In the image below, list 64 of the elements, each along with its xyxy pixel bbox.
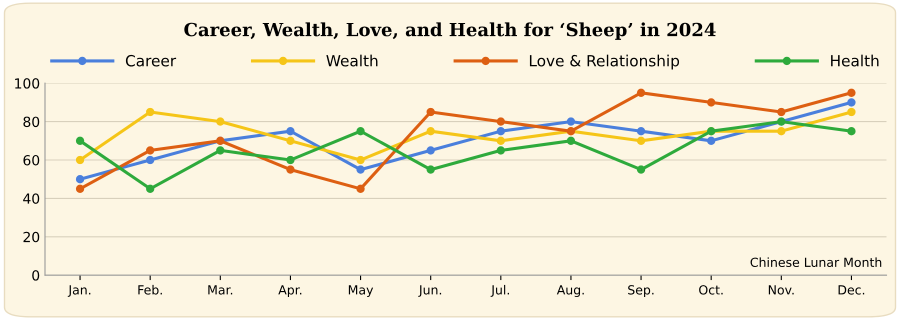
point xyxy=(636,165,646,174)
x-tick-label: Apr. xyxy=(278,285,302,298)
point xyxy=(496,146,505,155)
chart-title: Career, Wealth, Love, and Health for ‘Sheep’ in 2024 xyxy=(184,22,716,40)
point xyxy=(76,136,84,145)
point xyxy=(356,165,365,174)
x-tick-label: Aug. xyxy=(556,285,584,298)
point xyxy=(76,175,84,184)
point xyxy=(216,146,224,155)
point xyxy=(356,184,365,193)
point xyxy=(426,127,435,136)
point xyxy=(566,117,576,126)
x-tick-label: Oct. xyxy=(699,285,723,295)
y-tick-label: 60 xyxy=(23,154,40,166)
x-axis-title: Chinese Lunar Month xyxy=(750,257,882,268)
point xyxy=(426,108,435,116)
y-tick-label: 0 xyxy=(32,270,40,281)
point xyxy=(76,184,84,193)
point xyxy=(777,108,786,116)
point xyxy=(146,184,154,193)
point xyxy=(707,98,716,107)
point xyxy=(426,165,435,174)
point xyxy=(286,165,295,174)
point xyxy=(847,88,856,97)
point xyxy=(566,136,576,145)
y-tick-label: 40 xyxy=(23,193,40,204)
point xyxy=(286,127,295,136)
x-tick-label: Jun. xyxy=(418,285,442,297)
point xyxy=(146,146,154,155)
point xyxy=(146,108,154,116)
point xyxy=(777,127,786,136)
point xyxy=(356,156,365,164)
y-tick-label: 100 xyxy=(15,78,40,89)
legend-label: Wealth xyxy=(326,54,378,66)
point xyxy=(707,136,716,145)
point xyxy=(636,136,646,145)
x-tick-label: Jan. xyxy=(68,285,90,297)
x-tick-label: Sep. xyxy=(628,285,654,298)
legend-label: Health xyxy=(831,54,878,66)
point xyxy=(76,156,84,164)
x-tick-label: Nov. xyxy=(768,285,794,295)
point xyxy=(636,88,646,97)
x-tick-label: Dec. xyxy=(838,285,864,295)
x-tick-label: May xyxy=(348,285,374,298)
y-tick-label: 80 xyxy=(23,116,40,128)
point xyxy=(216,117,224,126)
point xyxy=(847,127,856,136)
point xyxy=(286,156,295,164)
legend-label: Love & Relationship xyxy=(530,54,680,70)
point xyxy=(496,117,505,126)
x-tick-label: Jul. xyxy=(490,284,509,297)
point xyxy=(426,146,435,155)
x-tick-label: Feb. xyxy=(138,284,162,295)
point xyxy=(146,156,154,164)
y-tick-label: 20 xyxy=(23,232,40,242)
legend-label: Career xyxy=(126,54,176,66)
x-tick-label: Mar. xyxy=(208,285,232,295)
point xyxy=(636,127,646,136)
point xyxy=(847,108,856,116)
point xyxy=(496,136,505,145)
point xyxy=(356,127,365,136)
point xyxy=(286,136,295,145)
point xyxy=(496,127,505,136)
point xyxy=(847,98,856,107)
